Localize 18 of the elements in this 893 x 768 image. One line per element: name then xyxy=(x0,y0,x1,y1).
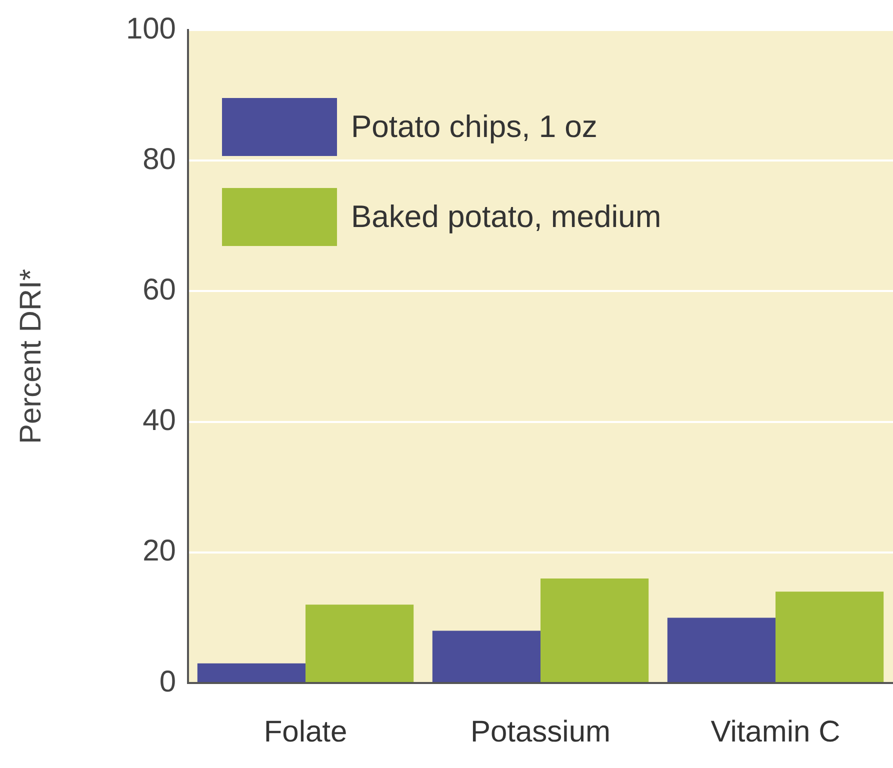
x-tick-label: Folate xyxy=(264,715,348,748)
legend-label: Potato chips, 1 oz xyxy=(351,109,598,145)
bar xyxy=(432,630,540,682)
bar xyxy=(667,618,776,682)
y-tick-label: 40 xyxy=(142,404,176,438)
bar xyxy=(776,592,884,682)
bar xyxy=(197,663,306,682)
bar xyxy=(540,578,649,682)
y-tick-label: 100 xyxy=(126,12,176,46)
y-tick-label: 0 xyxy=(159,665,176,698)
y-tick-label: 20 xyxy=(142,534,176,568)
y-axis-title: Percent DRI* xyxy=(14,268,48,444)
legend-label: Baked potato, medium xyxy=(351,199,662,235)
bar xyxy=(306,604,414,682)
x-tick-label: Potassium xyxy=(470,715,611,748)
x-tick-label: Vitamin C xyxy=(710,715,840,748)
y-tick-label: 80 xyxy=(142,142,176,176)
y-tick-label: 60 xyxy=(142,273,176,306)
